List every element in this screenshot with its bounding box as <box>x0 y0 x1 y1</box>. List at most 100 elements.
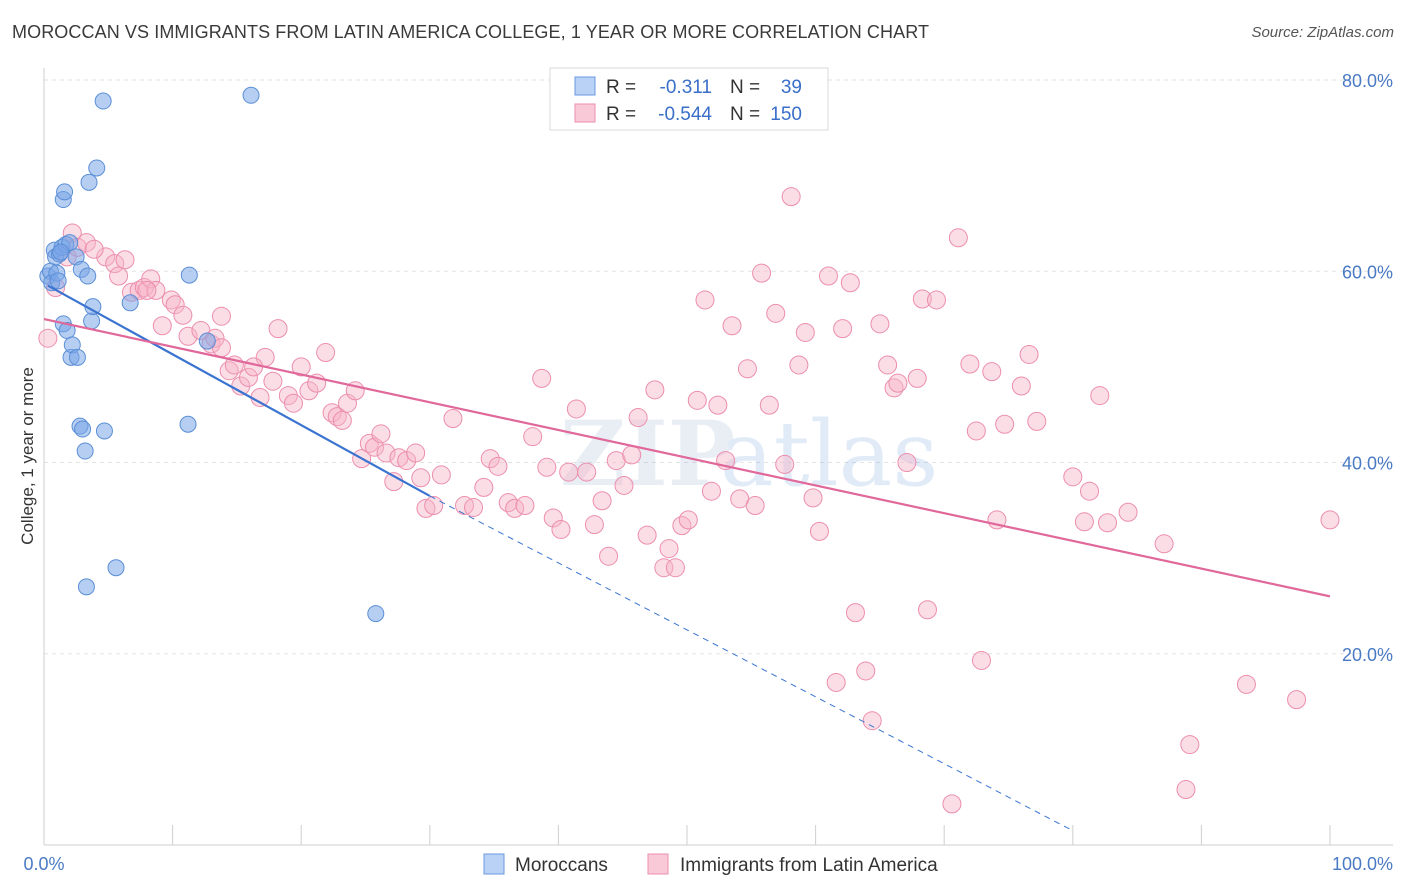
data-point <box>532 368 552 388</box>
data-point <box>917 600 937 620</box>
data-point <box>803 488 823 508</box>
data-point <box>722 316 742 336</box>
data-point <box>1154 534 1174 554</box>
data-point <box>178 326 198 346</box>
data-point <box>543 508 563 528</box>
data-point <box>219 361 239 381</box>
data-point <box>152 316 172 336</box>
data-point <box>129 280 149 300</box>
data-point <box>1027 411 1047 431</box>
data-point <box>109 266 129 286</box>
data-point <box>56 183 74 201</box>
data-point <box>77 578 95 596</box>
x-tick-label-max: 100.0% <box>1332 854 1393 874</box>
legend-swatch-moroccans <box>574 76 596 96</box>
data-point <box>406 443 426 463</box>
data-point <box>327 407 347 427</box>
data-point <box>537 457 557 477</box>
data-point <box>745 496 765 516</box>
data-point <box>614 475 634 495</box>
series-legend-swatch-moroccans <box>483 853 505 875</box>
watermark-zip: ZIP <box>560 401 735 507</box>
data-point <box>870 314 890 334</box>
trend-line-latin-america <box>43 317 1331 598</box>
data-point <box>371 424 391 444</box>
data-point <box>1236 674 1256 694</box>
data-point <box>250 387 270 407</box>
data-point <box>268 319 288 339</box>
data-point <box>678 510 698 530</box>
data-point <box>141 269 161 289</box>
data-point <box>818 266 838 286</box>
data-point <box>659 539 679 559</box>
data-point <box>52 243 70 261</box>
data-point <box>299 381 319 401</box>
data-point <box>1090 386 1110 406</box>
data-point <box>88 159 106 177</box>
legend-n-value-1: 39 <box>781 77 802 98</box>
data-point <box>795 322 815 342</box>
data-point <box>38 328 58 348</box>
legend-n-label-1: N = <box>730 77 760 98</box>
data-point <box>515 496 535 516</box>
data-point <box>95 422 113 440</box>
data-point <box>1063 467 1083 487</box>
data-point <box>1320 510 1340 530</box>
data-point <box>376 443 396 463</box>
data-point <box>316 343 336 363</box>
data-point <box>411 468 431 488</box>
data-point <box>173 305 193 325</box>
data-point <box>80 173 98 191</box>
data-point <box>180 266 198 284</box>
data-point <box>789 355 809 375</box>
legend-n-value-2: 150 <box>770 104 802 125</box>
data-point <box>242 86 260 104</box>
data-point <box>1287 690 1307 710</box>
data-point <box>1098 513 1118 533</box>
data-point <box>76 442 94 460</box>
data-point <box>198 332 216 350</box>
series-legend-label-latin-america: Immigrants from Latin America <box>680 855 938 876</box>
trend-layer <box>43 284 1331 832</box>
data-point <box>137 280 157 300</box>
series-legend: Moroccans Immigrants from Latin America <box>483 853 938 876</box>
y-tick-label: 40.0% <box>1342 454 1393 474</box>
data-point <box>971 650 991 670</box>
data-point <box>628 408 648 428</box>
series-moroccans <box>39 86 385 623</box>
data-point <box>464 497 484 517</box>
data-point <box>74 420 92 438</box>
data-point <box>367 605 385 623</box>
data-point <box>862 711 882 731</box>
data-point <box>599 546 619 566</box>
data-point <box>1011 376 1031 396</box>
data-point <box>701 481 721 501</box>
data-point <box>833 319 853 339</box>
data-point <box>845 603 865 623</box>
data-point <box>645 380 665 400</box>
legend-r-label-1: R = <box>606 77 636 98</box>
legend-r-value-1: -0.311 <box>660 77 712 98</box>
watermark: ZIP atlas <box>560 401 938 507</box>
data-point <box>488 456 508 476</box>
legend-swatch-latin-america <box>574 103 596 123</box>
data-point <box>926 290 946 310</box>
data-point <box>948 228 968 248</box>
data-point <box>431 465 451 485</box>
data-point <box>283 393 303 413</box>
data-point <box>83 312 101 330</box>
data-point <box>291 357 311 377</box>
data-point <box>577 462 597 482</box>
data-point <box>840 273 860 293</box>
data-point <box>665 558 685 578</box>
x-tick-label-min: 0.0% <box>23 854 64 874</box>
correlation-legend: R = -0.311 N = 39 R = -0.544 N = 150 <box>549 67 829 131</box>
data-point <box>907 368 927 388</box>
chart-title: MOROCCAN VS IMMIGRANTS FROM LATIN AMERIC… <box>12 22 930 42</box>
series-legend-swatch-latin-america <box>647 853 669 875</box>
data-point <box>244 357 264 377</box>
data-point <box>94 92 112 110</box>
source-credit: Source: ZipAtlas.com <box>1251 24 1394 41</box>
series-layer <box>38 86 1340 814</box>
data-point <box>1118 502 1138 522</box>
